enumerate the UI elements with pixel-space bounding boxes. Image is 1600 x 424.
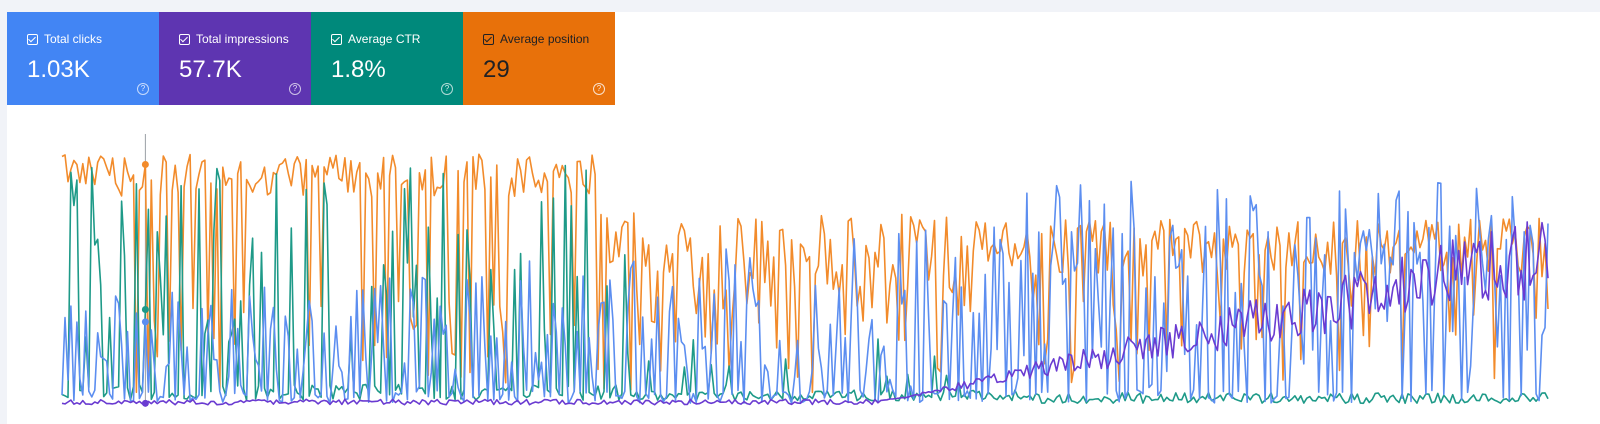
average-position-header: Average position	[483, 32, 589, 46]
total-impressions-value: 57.7K	[179, 56, 242, 83]
help-icon[interactable]: ?	[593, 83, 605, 95]
total-clicks-value: 1.03K	[27, 56, 90, 83]
average-position-card[interactable]: Average position 29 ?	[463, 12, 615, 105]
help-icon[interactable]: ?	[289, 83, 301, 95]
average-ctr-label: Average CTR	[348, 32, 421, 46]
help-icon[interactable]: ?	[441, 83, 453, 95]
help-icon[interactable]: ?	[137, 83, 149, 95]
total-clicks-header: Total clicks	[27, 32, 102, 46]
checkbox-checked-icon[interactable]	[179, 33, 190, 45]
average-ctr-card[interactable]: Average CTR 1.8% ?	[311, 12, 463, 105]
total-impressions-label: Total impressions	[196, 32, 289, 46]
total-clicks-card[interactable]: Total clicks 1.03K ?	[7, 12, 159, 105]
performance-panel: Total clicks 1.03K ? Total impressions 5…	[7, 12, 1600, 424]
checkbox-checked-icon[interactable]	[331, 33, 342, 45]
average-position-label: Average position	[500, 32, 590, 46]
average-ctr-value: 1.8%	[331, 56, 386, 83]
metric-cards: Total clicks 1.03K ? Total impressions 5…	[7, 12, 615, 105]
checkbox-checked-icon[interactable]	[27, 33, 38, 45]
total-impressions-header: Total impressions	[179, 32, 289, 46]
total-impressions-card[interactable]: Total impressions 57.7K ?	[159, 12, 311, 105]
total-clicks-label: Total clicks	[44, 32, 103, 46]
average-ctr-header: Average CTR	[331, 32, 420, 46]
checkbox-checked-icon[interactable]	[483, 33, 494, 45]
average-position-value: 29	[483, 56, 510, 83]
